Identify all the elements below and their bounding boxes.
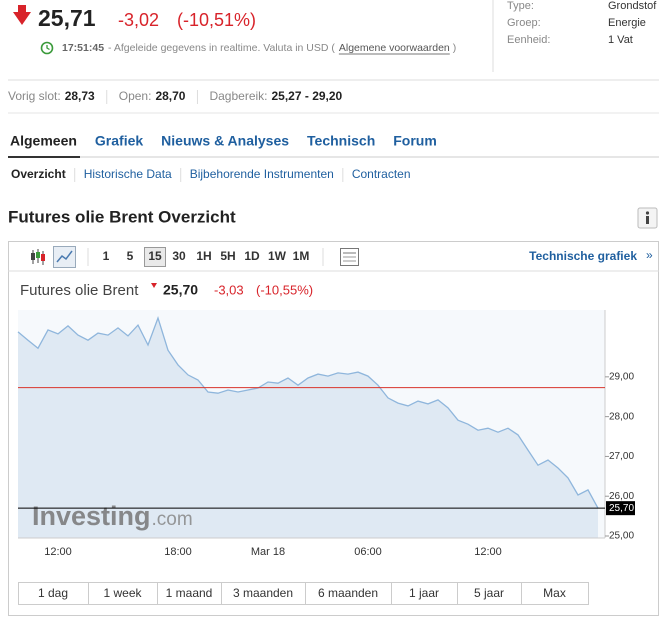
area	[18, 318, 598, 538]
range-label[interactable]: 6 maanden	[318, 586, 378, 600]
tab[interactable]: Forum	[393, 133, 437, 149]
chart-price: 25,70	[163, 282, 198, 298]
chart-change: -3,03	[214, 282, 244, 297]
interval-button[interactable]: 1H	[196, 249, 211, 263]
candle-icon[interactable]	[31, 249, 45, 265]
x-tick-label: Mar 18	[251, 546, 285, 558]
price: 25,71	[38, 5, 96, 31]
interval-active	[144, 247, 166, 267]
change: -3,02	[118, 10, 159, 30]
tab[interactable]: Nieuws & Analyses	[161, 133, 289, 149]
candle	[41, 254, 45, 261]
change-pct: (-10,51%)	[177, 10, 256, 30]
notice: - Afgeleide gegevens in realtime. Valuta…	[108, 42, 335, 54]
down-arrow	[13, 12, 31, 25]
y-tick-label: 26,00	[609, 491, 634, 502]
tab[interactable]: Algemeen	[10, 133, 77, 149]
chart-name: Futures olie Brent	[20, 282, 139, 299]
range-label[interactable]: 5 jaar	[474, 586, 504, 600]
info-label: Eenheid:	[507, 34, 550, 46]
y-tick-label: 29,00	[609, 371, 634, 382]
interval-button[interactable]: 1M	[293, 249, 310, 263]
reference-label: 25,70	[609, 503, 634, 514]
interval-button[interactable]: 1	[103, 249, 110, 263]
subtab[interactable]: Overzicht	[11, 167, 66, 181]
section-title: Futures olie Brent Overzicht	[8, 207, 236, 226]
small-down-arrow	[151, 283, 157, 288]
range-label[interactable]: 1 week	[103, 586, 142, 600]
time: 17:51:45	[62, 42, 104, 54]
y-tick-label: 25,00	[609, 531, 634, 542]
range-label[interactable]: 3 maanden	[233, 586, 293, 600]
info-label: Type:	[507, 0, 534, 12]
line	[17, 315, 599, 509]
x-tick-label: 18:00	[164, 546, 192, 558]
clock-hand	[46, 45, 50, 51]
interval-button[interactable]: 5	[127, 249, 134, 263]
stat-value: 25,27 - 29,20	[272, 89, 343, 103]
chart-change-pct: (-10,55%)	[256, 282, 313, 297]
tab[interactable]: Grafiek	[95, 133, 143, 149]
stat-label: Dagbereik:	[209, 89, 267, 103]
stat-value: 28,70	[155, 89, 185, 103]
range-button[interactable]	[521, 582, 589, 605]
range-label[interactable]: 1 maand	[166, 586, 213, 600]
candle	[31, 253, 35, 260]
interval-button[interactable]: 15	[148, 249, 162, 263]
info-value: 1 Vat	[608, 34, 633, 46]
subtab[interactable]: Historische Data	[84, 167, 172, 181]
y-tick-label: 28,00	[609, 411, 634, 422]
stat-label: Vorig slot:	[8, 89, 61, 103]
x-tick-label: 12:00	[44, 546, 72, 558]
stat-label: Open:	[119, 89, 152, 103]
reference-label-box	[606, 501, 635, 516]
interval-button[interactable]: 1W	[268, 249, 287, 263]
interval-button[interactable]: 1D	[244, 249, 260, 263]
range-label[interactable]: 1 dag	[38, 586, 68, 600]
watermark-domain: .com	[152, 509, 193, 530]
y-tick-label: 27,00	[609, 451, 634, 462]
notice-end: )	[453, 42, 457, 54]
range-label[interactable]: Max	[543, 586, 566, 600]
clock-icon	[40, 41, 54, 55]
tab[interactable]: Technisch	[307, 133, 375, 149]
technical-link[interactable]: Technische grafiek	[529, 249, 637, 263]
range-label[interactable]: 1 jaar	[409, 586, 439, 600]
info-icon	[645, 211, 650, 215]
x-tick-label: 06:00	[354, 546, 382, 558]
info-value: Energie	[608, 17, 646, 29]
subtab[interactable]: Contracten	[352, 167, 411, 181]
stat-value: 28,73	[65, 89, 95, 103]
down-arrow-shaft	[18, 5, 26, 13]
info-icon	[646, 216, 649, 224]
info-value: Grondstof	[608, 0, 657, 12]
info-label: Groep:	[507, 17, 541, 29]
subtab[interactable]: Bijbehorende Instrumenten	[190, 167, 334, 181]
interval-button[interactable]: 30	[172, 249, 186, 263]
watermark-brand: Investing	[32, 501, 151, 531]
terms-link[interactable]: Algemene voorwaarden	[339, 42, 450, 54]
interval-button[interactable]: 5H	[220, 249, 235, 263]
line-icon	[56, 250, 73, 263]
candle	[36, 252, 40, 258]
x-tick-label: 12:00	[474, 546, 502, 558]
technical-arrow[interactable]: »	[646, 248, 653, 262]
